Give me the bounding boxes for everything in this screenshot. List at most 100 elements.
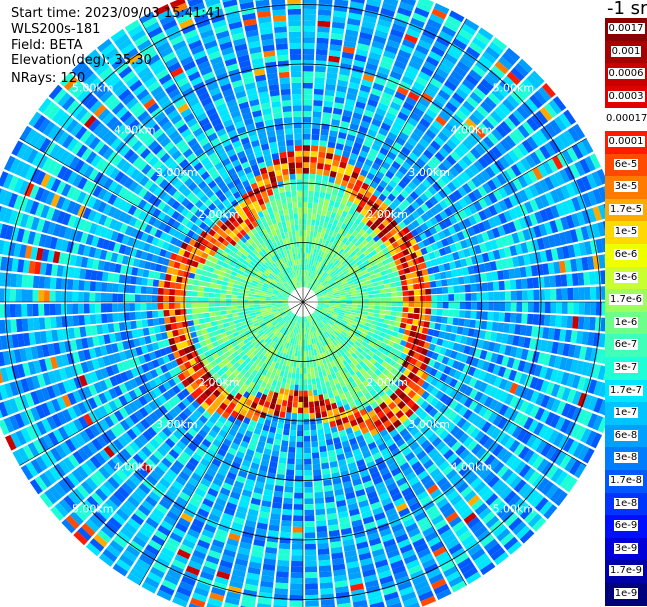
- range-gate: [349, 251, 356, 258]
- range-gate: [487, 217, 497, 229]
- range-gate: [323, 221, 329, 229]
- range-gate: [214, 302, 221, 307]
- range-gate: [396, 306, 403, 312]
- range-gate: [585, 430, 597, 446]
- range-gate: [346, 302, 352, 305]
- range-gate: [254, 304, 260, 308]
- range-gate: [395, 410, 405, 419]
- range-gate: [540, 380, 550, 394]
- range-gate: [252, 457, 261, 465]
- range-gate: [451, 178, 462, 189]
- range-gate: [435, 380, 444, 390]
- range-gate: [324, 163, 332, 171]
- range-gate: [309, 236, 313, 243]
- range-gate: [378, 265, 386, 272]
- range-gate: [336, 239, 342, 247]
- range-gate: [357, 213, 365, 221]
- range-gate: [400, 0, 416, 7]
- range-gate: [451, 113, 464, 126]
- range-gate: [303, 145, 311, 151]
- range-gate: [303, 281, 305, 288]
- range-gate: [181, 321, 189, 328]
- range-gate: [305, 241, 309, 248]
- range-gate: [375, 198, 384, 206]
- range-gate: [425, 374, 434, 384]
- range-gate: [365, 253, 373, 260]
- range-gate: [303, 236, 306, 242]
- range-gate: [509, 382, 519, 395]
- range-gate: [282, 376, 287, 384]
- range-gate: [439, 210, 449, 220]
- range-gate: [274, 485, 284, 492]
- range-gate: [347, 376, 355, 384]
- range-gate: [421, 133, 433, 144]
- range-gate: [443, 262, 451, 271]
- range-gate: [577, 445, 590, 461]
- range-gate: [299, 316, 302, 323]
- range-gate: [256, 603, 272, 607]
- range-gate: [566, 389, 577, 404]
- range-gate: [314, 77, 325, 84]
- range-gate: [385, 507, 397, 517]
- range-gate: [494, 159, 505, 172]
- range-gate: [337, 190, 345, 198]
- range-gate: [421, 92, 434, 103]
- range-gate: [561, 387, 571, 402]
- range-gate: [227, 317, 234, 322]
- range-gate: [323, 304, 330, 306]
- range-gate: [321, 264, 327, 271]
- range-gate: [279, 370, 285, 377]
- range-gate: [402, 395, 412, 405]
- range-gate: [578, 287, 585, 300]
- range-gate: [408, 60, 422, 71]
- range-gate: [373, 309, 380, 314]
- range-gate: [174, 309, 181, 316]
- range-gate: [534, 148, 546, 163]
- range-gate: [291, 332, 295, 339]
- range-gate: [334, 302, 341, 304]
- range-gate: [362, 372, 370, 380]
- range-gate: [282, 509, 293, 516]
- range-gate: [311, 378, 316, 385]
- range-gate: [341, 51, 354, 60]
- range-gate: [321, 180, 328, 188]
- range-gate: [530, 113, 544, 128]
- range-gate: [402, 101, 415, 112]
- range-gate: [257, 417, 266, 425]
- range-gate: [397, 7, 412, 17]
- range-gate: [558, 113, 572, 128]
- range-gate: [592, 188, 603, 204]
- range-gate: [503, 246, 512, 258]
- range-gate: [478, 27, 494, 41]
- range-gate: [344, 289, 351, 293]
- range-gate: [559, 474, 573, 490]
- range-gate: [523, 417, 534, 430]
- range-gate: [385, 184, 394, 193]
- range-gate: [372, 506, 384, 516]
- range-gate: [336, 85, 347, 93]
- range-gate: [478, 122, 491, 135]
- range-gate: [357, 174, 366, 182]
- range-gate: [553, 432, 565, 447]
- range-gate: [303, 430, 310, 437]
- range-gate: [549, 220, 559, 234]
- range-gate: [95, 314, 102, 324]
- range-gate: [346, 163, 355, 172]
- range-gate: [455, 352, 463, 362]
- range-gate: [505, 454, 518, 468]
- range-gate: [441, 356, 450, 365]
- range-gate: [347, 462, 357, 470]
- range-gate: [303, 373, 307, 380]
- range-gate: [391, 65, 405, 75]
- range-gate: [318, 256, 323, 263]
- range-gate: [375, 397, 384, 406]
- range-gate: [361, 510, 373, 519]
- range-gate: [338, 369, 345, 376]
- range-gate: [260, 580, 274, 588]
- range-gate: [388, 320, 396, 326]
- range-gate: [239, 541, 252, 550]
- range-gate: [516, 302, 523, 312]
- range-gate: [394, 246, 402, 254]
- range-gate: [453, 162, 464, 174]
- range-gate: [409, 112, 422, 122]
